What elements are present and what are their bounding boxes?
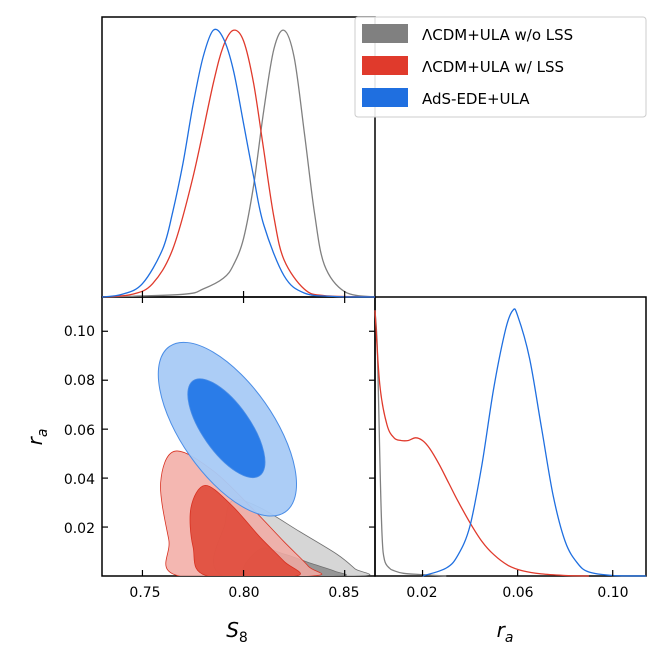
s8-marginal-curve-cdm-ula-w-lss bbox=[101, 29, 376, 298]
legend-label-ads-ede: AdS-EDE+ULA bbox=[422, 90, 530, 108]
legend-box bbox=[354, 16, 647, 118]
legend-label-lcdm-no-lss: ΛCDM+ULA w/o LSS bbox=[422, 26, 573, 44]
s8-axis-label-sub: 8 bbox=[239, 630, 248, 646]
s8-marginal-curve-ads-ede-ula bbox=[101, 28, 376, 298]
contour-layer bbox=[157, 341, 371, 576]
legend-swatch-red bbox=[362, 56, 408, 75]
ra-marginal-curve-ads-ede-ula bbox=[422, 308, 647, 577]
contour-68-ads-ede-ula bbox=[187, 378, 266, 479]
ra-bottom-axis-label: ra bbox=[497, 618, 514, 646]
ra-x-tick-label: 0.06 bbox=[502, 585, 533, 601]
s8-tick-label: 0.85 bbox=[328, 585, 359, 601]
curve-layer bbox=[101, 28, 647, 577]
ra-x-tick-label: 0.02 bbox=[406, 585, 437, 601]
ra-y-tick-label: 0.04 bbox=[64, 472, 95, 488]
ra-y-tick-label: 0.06 bbox=[64, 423, 95, 439]
legend-swatch-blue bbox=[362, 88, 408, 107]
svg-text:ra: ra bbox=[23, 429, 51, 446]
ra-marginal-curve-cdm-ula-w-o-lss bbox=[374, 310, 447, 577]
s8-tick-label: 0.80 bbox=[228, 585, 259, 601]
s8-marginal-curve-cdm-ula-w-o-lss bbox=[101, 29, 376, 298]
tick-layer bbox=[102, 291, 614, 576]
contour-68-cdm-ula-w-lss bbox=[189, 484, 301, 576]
ra-marginal-panel bbox=[374, 296, 647, 577]
legend-label-lcdm-lss: ΛCDM+ULA w/ LSS bbox=[422, 58, 564, 76]
s8-tick-label: 0.75 bbox=[129, 585, 160, 601]
legend: ΛCDM+ULA w/o LSS ΛCDM+ULA w/ LSS AdS-EDE… bbox=[354, 16, 647, 118]
legend-swatch-gray bbox=[362, 24, 408, 43]
ra-y-tick-label: 0.08 bbox=[64, 373, 95, 389]
ra-x-tick-label: 0.10 bbox=[597, 585, 628, 601]
ra-axis-label-sub: a bbox=[505, 630, 514, 646]
ra-y-tick-label: 0.10 bbox=[64, 324, 95, 340]
ra-y-tick-label: 0.02 bbox=[64, 521, 95, 537]
ra-marginal-curve-cdm-ula-w-lss bbox=[374, 310, 589, 577]
ra-left-axis-label: ra bbox=[23, 429, 51, 446]
s8-axis-label: S8 bbox=[226, 618, 248, 646]
